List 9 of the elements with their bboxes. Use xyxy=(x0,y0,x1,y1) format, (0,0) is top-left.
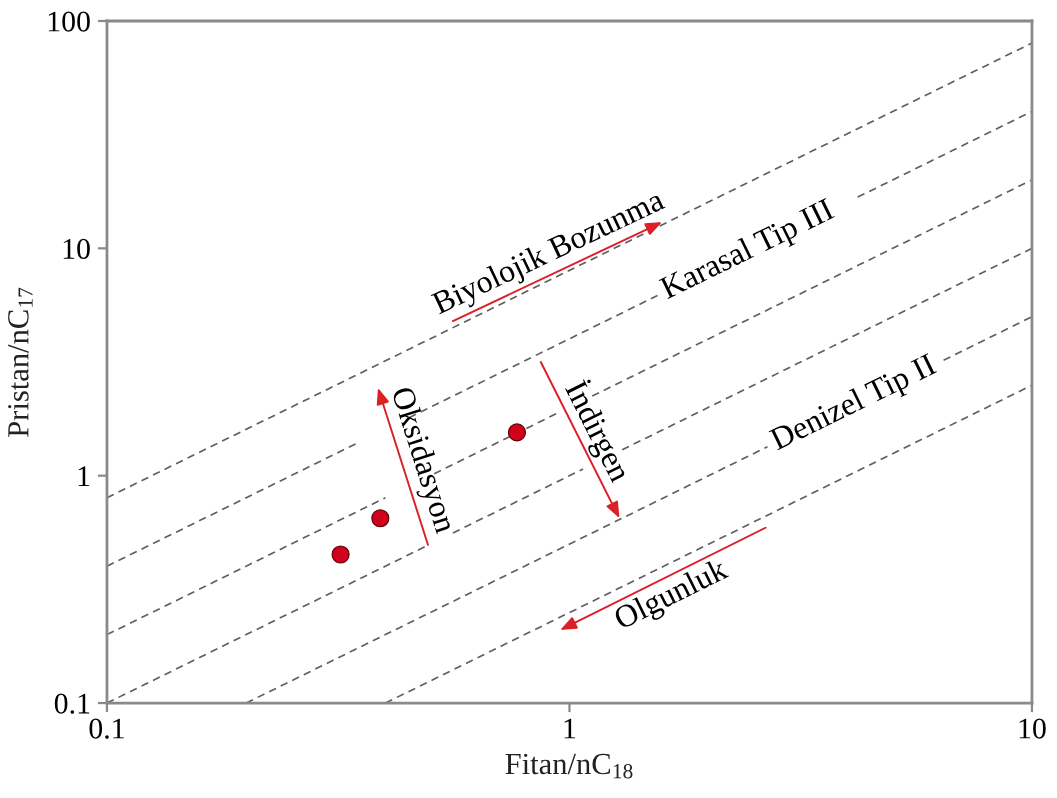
y-tick-label: 10 xyxy=(63,238,90,259)
x-tick-label: 1 xyxy=(564,718,576,739)
x-axis-title: Fitan/nC$_{18}$ xyxy=(505,753,633,779)
y-tick-label: 1 xyxy=(78,466,90,487)
x-tick-label: 10 xyxy=(1019,718,1046,739)
y-tick-label: 100 xyxy=(48,11,90,32)
x-tick-label: 0.1 xyxy=(89,718,124,739)
y-axis-title: Pristan/nC$_{17}$ xyxy=(8,287,33,437)
y-tick-label: 0.1 xyxy=(54,693,90,714)
